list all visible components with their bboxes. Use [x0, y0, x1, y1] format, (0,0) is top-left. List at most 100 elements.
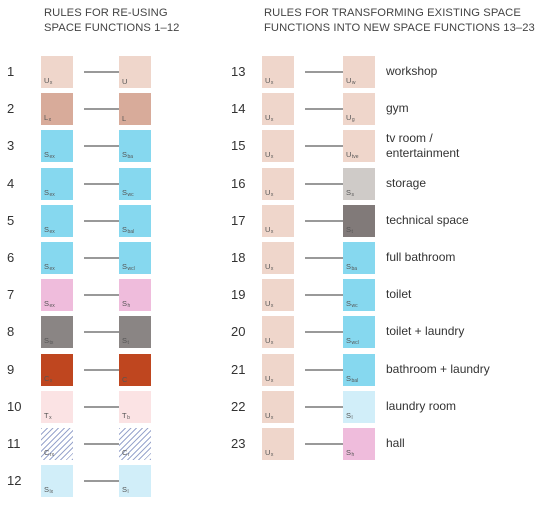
- new-function-square-symbol-letter: T: [122, 410, 127, 420]
- existing-function-square-symbol-letter: U: [44, 76, 50, 85]
- existing-function-square-symbol: Sex: [44, 299, 55, 310]
- new-function-square-symbol-letter: S: [122, 224, 128, 234]
- rule-number: 8: [7, 324, 15, 340]
- existing-function-square: Ux: [262, 93, 294, 126]
- new-function-square: L: [119, 93, 151, 126]
- existing-function-square-symbol-letter: S: [44, 150, 50, 160]
- existing-function-square: Ux: [262, 316, 294, 349]
- function-label-text: gym: [386, 101, 409, 116]
- rule-row-16: 16 Ux Ss storage: [0, 167, 550, 200]
- new-function-square: C: [119, 353, 151, 386]
- function-label: tv room / entertainment: [386, 131, 459, 161]
- existing-function-square-symbol-letter: L: [44, 113, 49, 123]
- existing-function-square-symbol-letter: U: [265, 410, 271, 420]
- existing-function-square-symbol-subscript: ex: [49, 191, 55, 198]
- new-function-square: Tb: [119, 390, 151, 423]
- rule-row-23: 23 Ux Sh hall: [0, 428, 550, 460]
- new-function-square: Utve: [343, 130, 375, 163]
- rule-number: 15: [231, 138, 246, 154]
- existing-function-square-symbol: Cx: [44, 374, 52, 384]
- existing-function-square-symbol-letter: U: [265, 150, 271, 160]
- existing-function-square-symbol: Sex: [44, 224, 55, 235]
- existing-function-square-symbol-subscript: x: [270, 340, 274, 347]
- existing-function-square-symbol-subscript: x: [270, 117, 274, 124]
- existing-function-square-symbol: Ux: [265, 449, 273, 459]
- existing-function-square: Ux: [262, 204, 294, 237]
- existing-function-square-symbol: Crx: [44, 448, 55, 459]
- existing-function-square-symbol: Ux: [265, 263, 273, 273]
- existing-function-square: Sex: [41, 204, 73, 237]
- existing-function-square: Ux: [262, 242, 294, 274]
- new-function-square-symbol: Sl: [122, 486, 129, 496]
- new-function-square: Swc: [343, 279, 375, 312]
- new-function-square-symbol: St: [346, 225, 353, 235]
- new-function-square-symbol-subscript: ba: [127, 154, 134, 161]
- new-function-square-symbol: Sl: [346, 411, 353, 421]
- existing-function-square: Slx: [41, 465, 73, 498]
- rule-number: 16: [231, 175, 246, 191]
- rule-number: 6: [7, 250, 15, 265]
- rule-row-8: 8 Stx St: [0, 316, 550, 349]
- existing-function-square-symbol-letter: C: [44, 448, 50, 457]
- existing-function-square: Ux: [262, 428, 294, 460]
- function-label: toilet: [386, 287, 411, 302]
- rule-row-10: 10 Tx Tb: [0, 390, 550, 423]
- existing-function-square-symbol-letter: U: [265, 336, 271, 346]
- rule-row-21: 21 Ux Sbal bathroom + laundry: [0, 353, 550, 386]
- new-function-square-symbol-subscript: g: [351, 117, 355, 124]
- rule-number: 12: [7, 473, 22, 489]
- new-function-square-symbol-letter: S: [122, 299, 128, 309]
- new-function-square-symbol: L: [122, 115, 126, 123]
- existing-function-square-symbol: Ux: [265, 300, 273, 310]
- existing-function-square-symbol-letter: S: [44, 262, 50, 271]
- rule-number: 11: [7, 436, 21, 451]
- new-function-square-symbol-letter: S: [346, 187, 352, 197]
- function-label: storage: [386, 176, 426, 191]
- left-title-line1: RULES FOR RE-USING: [44, 7, 168, 19]
- existing-function-square: Sex: [41, 279, 73, 312]
- existing-function-square: Ux: [262, 167, 294, 200]
- existing-function-square-symbol-letter: S: [44, 224, 50, 234]
- new-function-square-symbol: Swcl: [122, 263, 135, 273]
- rule-number: 4: [7, 175, 15, 191]
- existing-function-square-symbol: Lx: [44, 113, 51, 124]
- rule-number: 7: [7, 287, 15, 303]
- existing-function-square-symbol: Ux: [44, 76, 52, 87]
- function-label-text: full bathroom: [386, 250, 456, 264]
- existing-function-square-symbol: Ux: [265, 77, 273, 87]
- existing-function-square: Sex: [41, 242, 73, 274]
- new-function-square-symbol: Ss: [346, 187, 354, 198]
- existing-function-square-symbol-subscript: rx: [49, 452, 55, 458]
- existing-function-square: Ux: [262, 353, 294, 386]
- existing-function-square-symbol-letter: S: [44, 299, 50, 309]
- function-label: hall: [386, 436, 405, 451]
- new-function-square-symbol-letter: U: [346, 76, 352, 85]
- new-function-square: Ug: [343, 93, 375, 126]
- new-function-square-symbol-subscript: b: [127, 414, 130, 421]
- new-function-square-symbol: Uw: [346, 76, 356, 87]
- new-function-square: St: [119, 316, 151, 349]
- new-function-square-symbol-letter: C: [122, 374, 128, 384]
- existing-function-square-symbol-subscript: x: [270, 377, 274, 384]
- function-label-text: tv room /: [386, 131, 433, 146]
- new-function-square-symbol: Swc: [122, 188, 134, 198]
- rule-number: 9: [7, 361, 15, 377]
- existing-function-square-symbol-letter: U: [265, 224, 271, 234]
- new-function-square-symbol-letter: C: [122, 448, 128, 457]
- function-label: workshop: [386, 64, 437, 79]
- rule-row-20: 20 Ux Swcl toilet + laundry: [0, 316, 550, 349]
- new-function-square-symbol-subscript: wcl: [351, 340, 359, 347]
- existing-function-square-symbol: Tx: [44, 411, 52, 421]
- new-function-square-symbol-subscript: l: [127, 489, 129, 496]
- new-function-square: Swcl: [343, 316, 375, 349]
- new-function-square-symbol-letter: U: [346, 150, 352, 160]
- new-function-square-symbol-letter: S: [122, 336, 128, 346]
- existing-function-square: Sex: [41, 130, 73, 163]
- rule-row-15: 15 Ux Utve tv room / entertainment: [0, 130, 550, 163]
- existing-function-square: Sex: [41, 167, 73, 200]
- existing-function-square-symbol: Ux: [265, 224, 273, 235]
- rule-row-19: 19 Ux Swc toilet: [0, 279, 550, 312]
- existing-function-square-symbol: Ux: [265, 188, 273, 198]
- rule-row-3: 3 Sex Sba: [0, 130, 550, 163]
- function-label-text: toilet + laundry: [386, 324, 465, 339]
